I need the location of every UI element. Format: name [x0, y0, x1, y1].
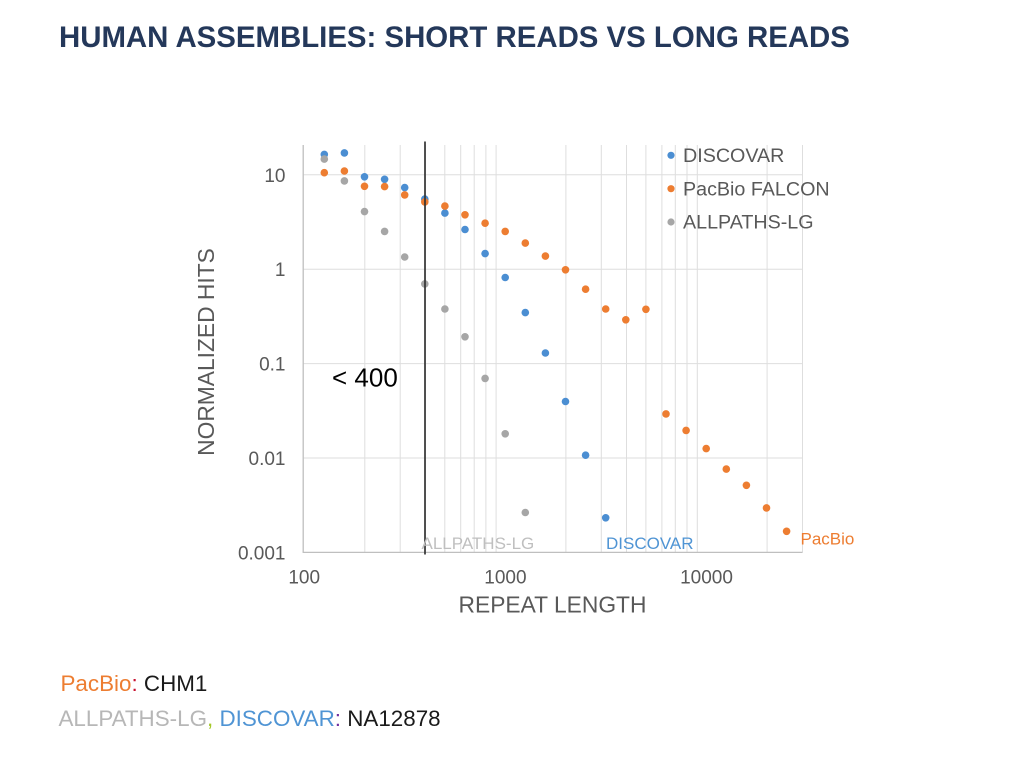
svg-text:ALLPATHS-LG: ALLPATHS-LG: [422, 534, 535, 553]
svg-text:1000: 1000: [484, 568, 526, 589]
svg-text:PacBio: PacBio: [801, 530, 855, 549]
svg-text:1: 1: [275, 260, 286, 281]
svg-text:DISCOVAR: DISCOVAR: [606, 534, 694, 553]
svg-text:PacBio FALCON: PacBio FALCON: [683, 178, 830, 200]
svg-text:< 400: < 400: [332, 363, 398, 393]
svg-text:ALLPATHS-LG: ALLPATHS-LG: [683, 212, 814, 234]
svg-text:REPEAT LENGTH: REPEAT LENGTH: [459, 592, 647, 618]
svg-text:0.001: 0.001: [238, 543, 286, 564]
svg-text:DISCOVAR: DISCOVAR: [683, 145, 784, 167]
svg-text:10000: 10000: [680, 568, 733, 589]
svg-text:100: 100: [288, 568, 320, 589]
svg-text:10: 10: [264, 166, 285, 187]
svg-text:0.1: 0.1: [259, 355, 285, 376]
svg-text:NORMALIZED HITS: NORMALIZED HITS: [193, 248, 219, 456]
svg-text:0.01: 0.01: [249, 449, 286, 470]
